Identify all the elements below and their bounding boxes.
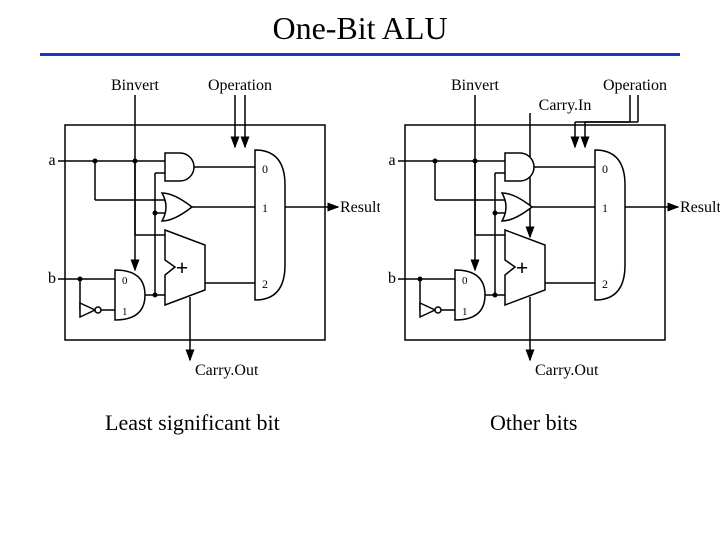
output-mux (595, 150, 625, 300)
binvert-label: Binvert (451, 77, 500, 94)
input-a-label: a (48, 152, 55, 169)
output-mux (255, 150, 285, 300)
result-label: Result (680, 199, 720, 216)
page-title: One-Bit ALU (0, 0, 720, 53)
operation-label: Operation (208, 77, 272, 94)
and-gate (505, 153, 534, 181)
mux-out-2: 2 (602, 277, 608, 291)
mux-out-0: 0 (262, 162, 268, 176)
b-inverter-bubble (435, 307, 441, 313)
input-b-label: b (388, 270, 396, 287)
b-inverter-bubble (95, 307, 101, 313)
bmux-0: 0 (462, 275, 468, 287)
mux-out-0: 0 (602, 162, 608, 176)
result-label: Result (340, 199, 380, 216)
input-a-label: a (388, 152, 395, 169)
alu-body (405, 125, 665, 340)
mux-out-2: 2 (262, 277, 268, 291)
bmux-1: 1 (122, 306, 128, 318)
and-gate (165, 153, 194, 181)
operation-label: Operation (603, 77, 667, 94)
node-b-or (493, 211, 498, 216)
bmux-1: 1 (462, 306, 468, 318)
adder-plus: + (516, 255, 529, 280)
node-b-or (153, 211, 158, 216)
input-b-label: b (48, 270, 56, 287)
bmux-0: 0 (122, 275, 128, 287)
carryout-label: Carry.Out (195, 362, 259, 379)
title-underline (40, 53, 680, 56)
alu-body (65, 125, 325, 340)
adder-plus: + (176, 255, 189, 280)
carryin-label: Carry.In (539, 97, 592, 114)
alu-left-diagram: Binvert Operation a 0 1 2 Result b 0 1 (40, 65, 380, 395)
binvert-label: Binvert (111, 77, 160, 94)
alu-right-diagram: Binvert Operation Carry.In a 0 1 2 Resul… (380, 65, 720, 395)
left-caption: Least significant bit (105, 410, 280, 436)
carryout-label: Carry.Out (535, 362, 599, 379)
mux-out-1: 1 (602, 201, 608, 215)
mux-out-1: 1 (262, 201, 268, 215)
right-caption: Other bits (490, 410, 577, 436)
